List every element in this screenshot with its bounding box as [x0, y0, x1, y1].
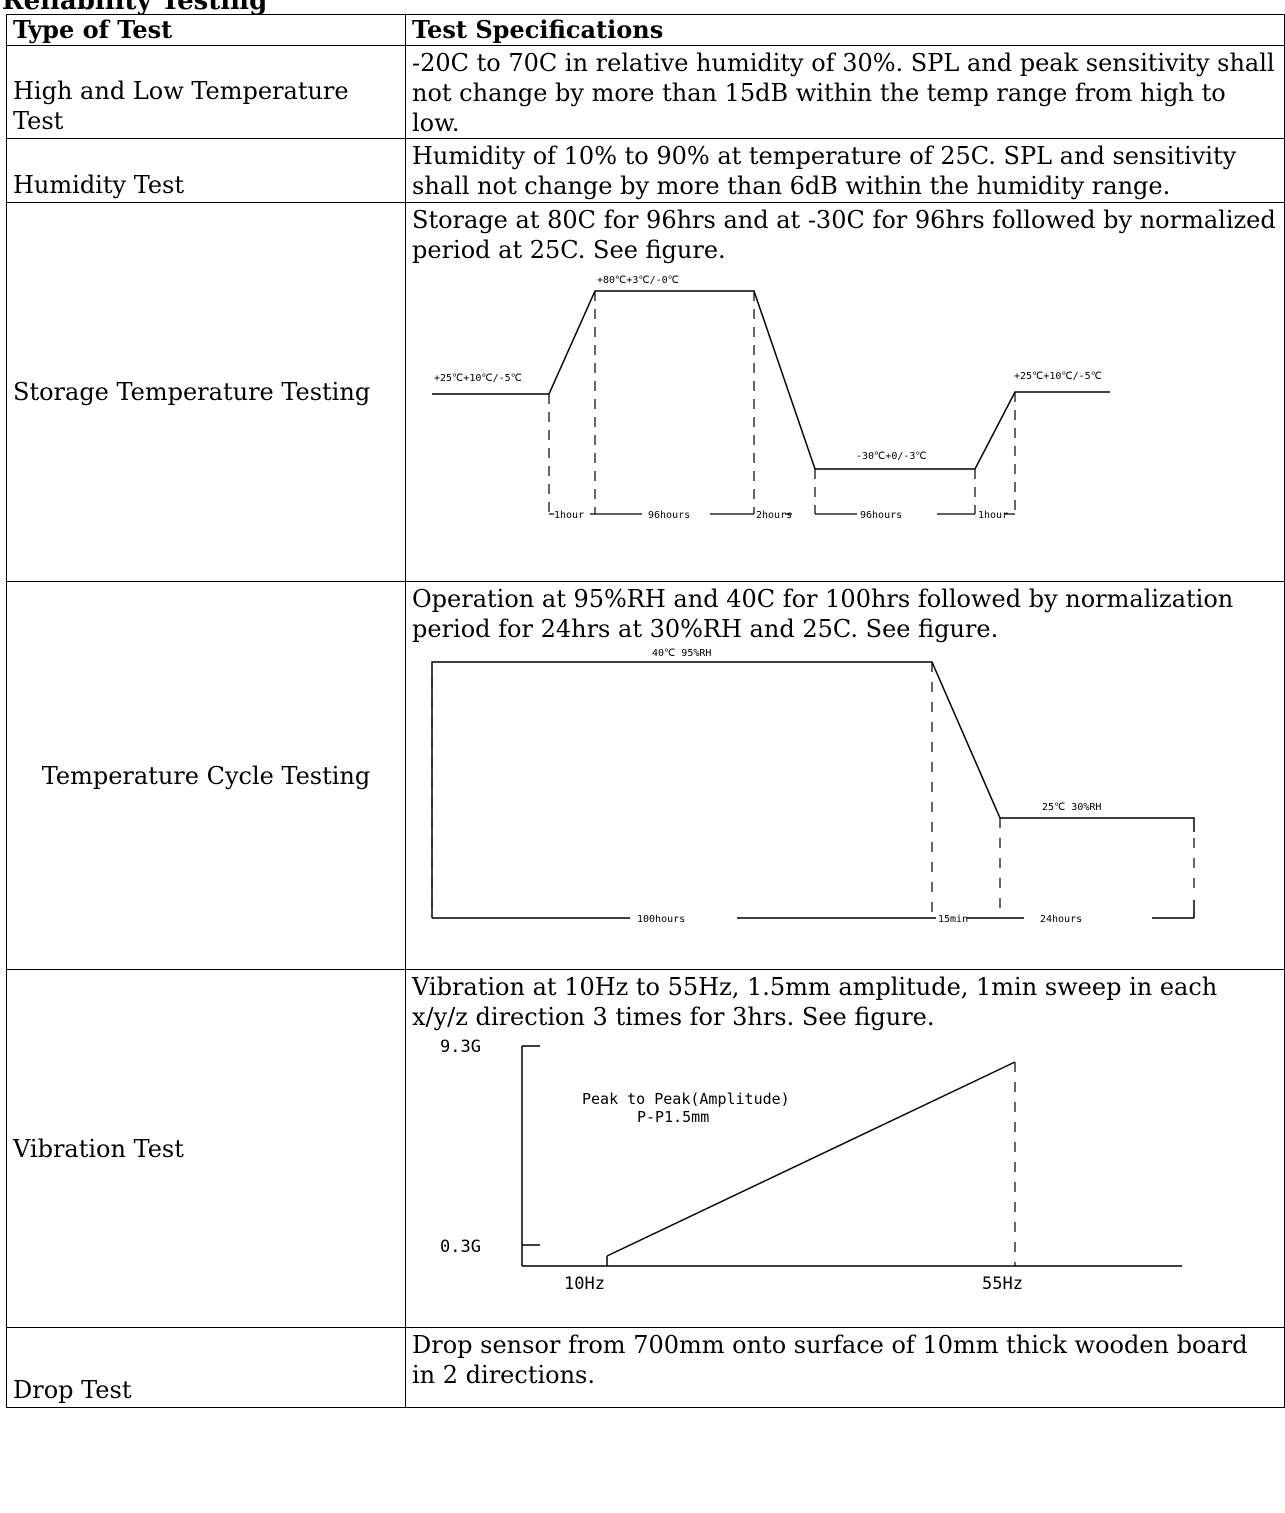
- cycle-duration-label: 100hours: [637, 914, 685, 925]
- temperature-cycle-figure: 40℃ 95%RH 25℃ 30%RH 100hours 15min 24hou…: [431, 648, 1195, 925]
- vibration-x-end-label: 55Hz: [982, 1274, 1023, 1294]
- table-row: Storage Temperature Testing Storage at 8…: [6, 202, 1285, 582]
- test-type-humidity: Humidity Test: [6, 138, 406, 203]
- storage-duration-label: 96hours: [860, 510, 902, 521]
- table-row: Drop Test Drop sensor from 700mm onto su…: [6, 1327, 1285, 1408]
- cycle-duration-label: 24hours: [1040, 914, 1082, 925]
- storage-start-label: +25℃+10℃/-5℃: [434, 373, 522, 384]
- table-row: Vibration Test Vibration at 10Hz to 55Hz…: [6, 969, 1285, 1328]
- header-test-specifications: Test Specifications: [405, 14, 1285, 46]
- storage-low-label: -30℃+0/-3℃: [856, 451, 927, 462]
- test-spec-humidity: Humidity of 10% to 90% at temperature of…: [405, 138, 1285, 203]
- storage-duration-label: 1hour: [554, 510, 584, 521]
- test-spec-high-low-temperature: -20C to 70C in relative humidity of 30%.…: [405, 45, 1285, 139]
- test-type-high-low-temperature: High and Low Temperature Test: [6, 45, 406, 139]
- cycle-high-label: 40℃ 95%RH: [652, 648, 711, 659]
- vibration-figure: 9.3G 0.3G 10Hz 55Hz Peak to Peak(Amplitu…: [440, 1037, 1182, 1294]
- test-spec-storage-temperature: Storage at 80C for 96hrs and at -30C for…: [405, 202, 1285, 582]
- table-row: Humidity Test Humidity of 10% to 90% at …: [6, 138, 1285, 203]
- cycle-duration-label: 15min: [938, 914, 968, 925]
- table-row: High and Low Temperature Test -20C to 70…: [6, 45, 1285, 139]
- vibration-y-top-label: 9.3G: [440, 1037, 481, 1057]
- clipped-heading: Reliability Testing: [2, 0, 268, 16]
- storage-duration-label: 2hours: [756, 510, 792, 521]
- test-type-drop: Drop Test: [6, 1327, 406, 1408]
- storage-duration-label: 1hour: [978, 510, 1008, 521]
- vibration-x-start-label: 10Hz: [564, 1274, 605, 1294]
- storage-temperature-figure: +25℃+10℃/-5℃ +80℃+3℃/-0℃ -30℃+0/-3℃ +25℃…: [432, 275, 1110, 521]
- test-spec-temperature-cycle: Operation at 95%RH and 40C for 100hrs fo…: [405, 581, 1285, 970]
- storage-spec-text: Storage at 80C for 96hrs and at -30C for…: [412, 206, 1276, 264]
- vibration-annotation-line2: P-P1.5mm: [637, 1108, 709, 1126]
- test-type-storage-temperature: Storage Temperature Testing: [6, 202, 406, 582]
- table-header-row: Type of Test Test Specifications: [6, 14, 1285, 46]
- storage-profile-line: [432, 290, 1110, 470]
- reliability-test-table: Type of Test Test Specifications High an…: [6, 14, 1285, 1408]
- cycle-spec-text: Operation at 95%RH and 40C for 100hrs fo…: [412, 585, 1234, 643]
- storage-duration-label: 96hours: [648, 510, 690, 521]
- table-row: Temperature Cycle Testing Operation at 9…: [6, 581, 1285, 970]
- cycle-profile-line: [431, 661, 1195, 918]
- cycle-low-label: 25℃ 30%RH: [1042, 802, 1101, 813]
- storage-end-label: +25℃+10℃/-5℃: [1014, 371, 1102, 382]
- vibration-annotation-line1: Peak to Peak(Amplitude): [582, 1090, 790, 1108]
- vibration-y-bottom-label: 0.3G: [440, 1237, 481, 1257]
- vibration-sweep-line: [606, 1061, 1016, 1257]
- test-spec-vibration: Vibration at 10Hz to 55Hz, 1.5mm amplitu…: [405, 969, 1285, 1328]
- vibration-spec-text: Vibration at 10Hz to 55Hz, 1.5mm amplitu…: [412, 973, 1218, 1031]
- storage-high-label: +80℃+3℃/-0℃: [597, 275, 679, 286]
- test-type-temperature-cycle: Temperature Cycle Testing: [6, 581, 406, 970]
- test-spec-drop: Drop sensor from 700mm onto surface of 1…: [405, 1327, 1285, 1408]
- test-type-vibration: Vibration Test: [6, 969, 406, 1328]
- header-type-of-test: Type of Test: [6, 14, 406, 46]
